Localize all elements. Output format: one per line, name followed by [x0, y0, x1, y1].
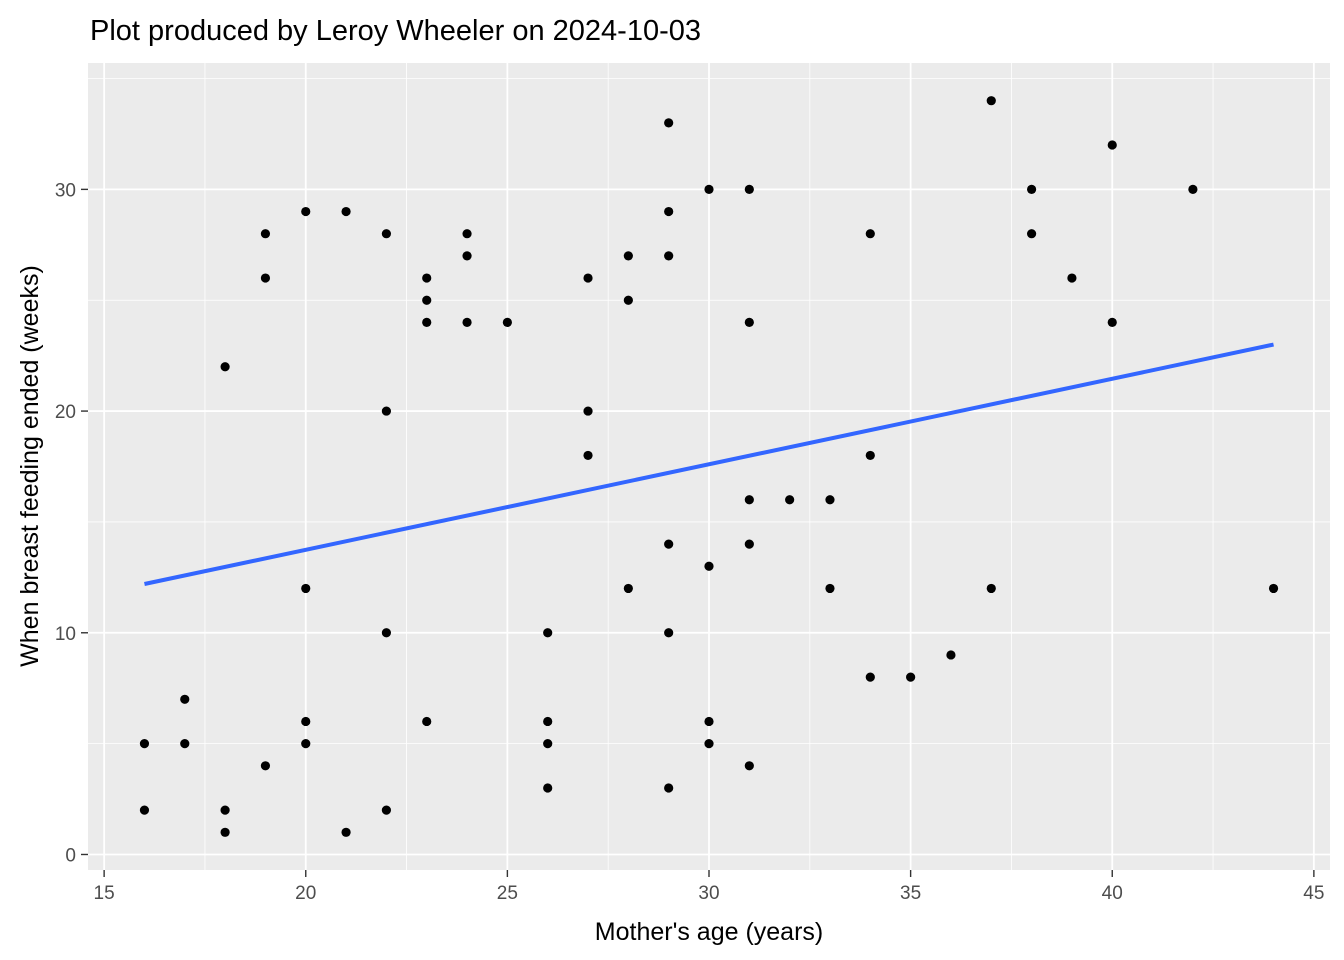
- data-point: [986, 583, 996, 594]
- data-point: [543, 739, 553, 749]
- data-point: [623, 295, 633, 305]
- data-point: [381, 628, 392, 638]
- data-point: [502, 317, 512, 327]
- y-tick-label: 20: [55, 402, 76, 423]
- major-gridlines: [88, 63, 1330, 870]
- data-point: [825, 495, 835, 505]
- data-point: [301, 739, 311, 749]
- data-point: [462, 317, 472, 327]
- data-point: [583, 450, 593, 461]
- data-point: [744, 184, 754, 194]
- data-point: [220, 805, 230, 815]
- data-point: [139, 739, 150, 749]
- data-point: [220, 827, 230, 837]
- data-point: [180, 694, 190, 704]
- data-point: [1026, 229, 1037, 239]
- data-point: [543, 716, 553, 727]
- x-tick-label: 20: [295, 883, 316, 904]
- data-point: [180, 739, 190, 749]
- data-point: [1107, 140, 1117, 150]
- data-point: [583, 406, 593, 416]
- data-point: [865, 672, 875, 682]
- trend-line: [144, 342, 1274, 586]
- data-point: [422, 716, 432, 727]
- data-point: [664, 628, 674, 638]
- data-point: [906, 672, 916, 682]
- y-tick-label: 0: [65, 845, 76, 866]
- data-point: [946, 650, 956, 660]
- data-point: [664, 539, 674, 549]
- data-point: [704, 184, 714, 194]
- data-point: [986, 96, 996, 106]
- data-point: [462, 229, 472, 239]
- data-point: [543, 783, 553, 793]
- x-tick-label: 15: [94, 883, 115, 904]
- data-point: [744, 539, 754, 549]
- trend-line-group: [144, 342, 1274, 586]
- data-point: [623, 251, 633, 261]
- x-axis: 15 20 25 30 35 40 45: [94, 870, 1324, 904]
- data-point: [704, 716, 714, 727]
- y-axis: 0 10 20 30: [55, 180, 88, 866]
- data-point: [341, 206, 351, 217]
- data-point: [301, 583, 311, 594]
- y-axis-title: When breast feeding ended (weeks): [16, 265, 44, 667]
- x-axis-title: Mother's age (years): [595, 918, 823, 946]
- data-points: [139, 96, 1279, 837]
- data-point: [1067, 273, 1077, 283]
- data-point: [422, 295, 432, 305]
- data-point: [381, 229, 392, 239]
- y-tick-label: 30: [55, 180, 76, 201]
- data-point: [865, 450, 875, 461]
- x-tick-label: 40: [1102, 883, 1123, 904]
- data-point: [664, 251, 674, 261]
- data-point: [583, 273, 593, 283]
- data-point: [744, 761, 754, 771]
- data-point: [381, 805, 392, 815]
- x-tick-label: 30: [698, 883, 719, 904]
- data-point: [220, 362, 230, 372]
- data-point: [664, 783, 674, 793]
- data-point: [1268, 583, 1279, 594]
- data-point: [1188, 184, 1198, 194]
- data-point: [664, 118, 674, 128]
- data-point: [422, 317, 432, 327]
- data-point: [301, 206, 311, 217]
- data-point: [623, 583, 633, 594]
- data-point: [260, 273, 271, 283]
- data-point: [260, 229, 271, 239]
- data-point: [381, 406, 392, 416]
- data-point: [744, 495, 754, 505]
- data-point: [543, 628, 553, 638]
- data-point: [462, 251, 472, 261]
- y-tick-label: 10: [55, 624, 76, 645]
- data-point: [1026, 184, 1037, 194]
- data-point: [865, 229, 875, 239]
- data-point: [664, 206, 674, 217]
- data-point: [301, 716, 311, 727]
- data-point: [704, 739, 714, 749]
- data-point: [825, 583, 835, 594]
- data-point: [139, 805, 150, 815]
- data-point: [422, 273, 432, 283]
- x-tick-label: 35: [900, 883, 921, 904]
- x-tick-label: 45: [1303, 883, 1324, 904]
- data-point: [1107, 317, 1117, 327]
- chart-title: Plot produced by Leroy Wheeler on 2024-1…: [90, 15, 701, 47]
- x-tick-label: 25: [497, 883, 518, 904]
- data-point: [785, 495, 795, 505]
- data-point: [260, 761, 271, 771]
- data-point: [744, 317, 754, 327]
- data-point: [704, 561, 714, 571]
- data-point: [341, 827, 351, 837]
